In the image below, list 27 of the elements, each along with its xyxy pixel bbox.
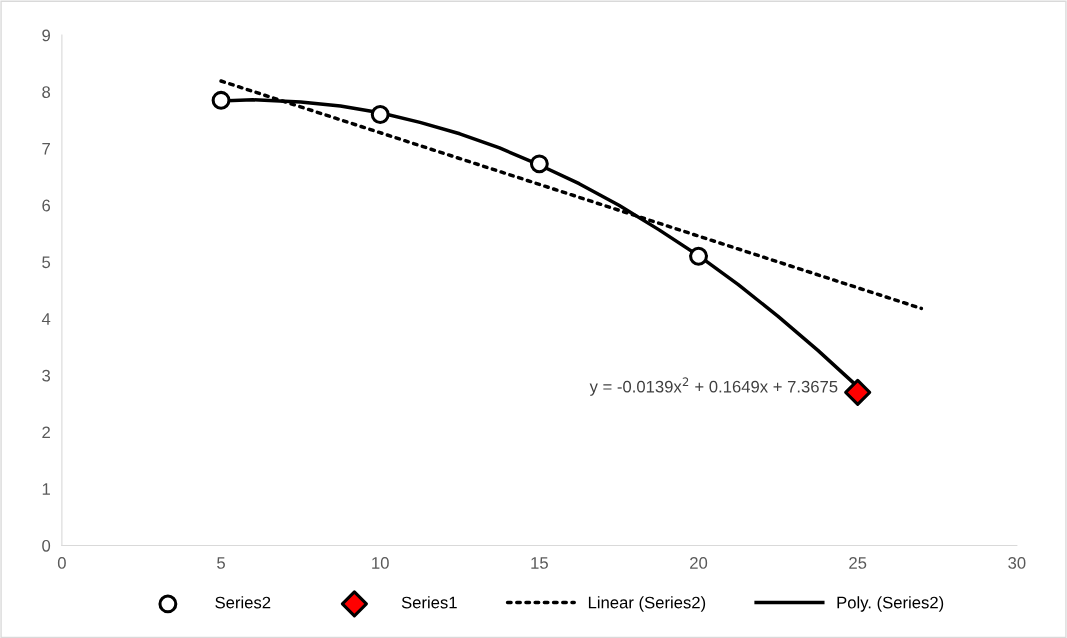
annotation: y = -0.0139x$^{2}$ + 0.1649x + 7.3675: [589, 377, 838, 396]
point: [370, 105, 390, 124]
y-tick-label: 9: [42, 29, 50, 42]
x-tick-label: 0: [57, 557, 66, 569]
y-tick-label: 6: [42, 199, 51, 212]
point: [211, 90, 231, 110]
y-tick-label: 1: [42, 483, 50, 495]
legend-label: Linear (Series2): [588, 596, 706, 612]
y-tick-label: 3: [42, 369, 51, 382]
x-tick-label: 25: [849, 557, 867, 569]
x-tick-label: 15: [531, 557, 548, 569]
x-tick-label: 5: [217, 557, 225, 569]
y-tick-label: 8: [42, 86, 51, 98]
x-tick-label: 30: [1008, 557, 1026, 569]
point: [844, 378, 872, 406]
x-tick-label: 10: [372, 557, 389, 569]
point: [529, 154, 549, 174]
y-tick-label: 7: [42, 143, 50, 155]
legend-label: Series2: [215, 596, 271, 609]
y-tick-label: 2: [42, 426, 50, 439]
legend-label: Poly. (Series2): [837, 596, 944, 612]
y-tick-label: 5: [42, 256, 51, 269]
point: [689, 246, 708, 266]
x-tick-label: 20: [690, 557, 708, 569]
y-tick-label: 0: [42, 539, 51, 552]
y-tick-label: 4: [41, 313, 51, 325]
legend-label: Series1: [401, 596, 457, 609]
